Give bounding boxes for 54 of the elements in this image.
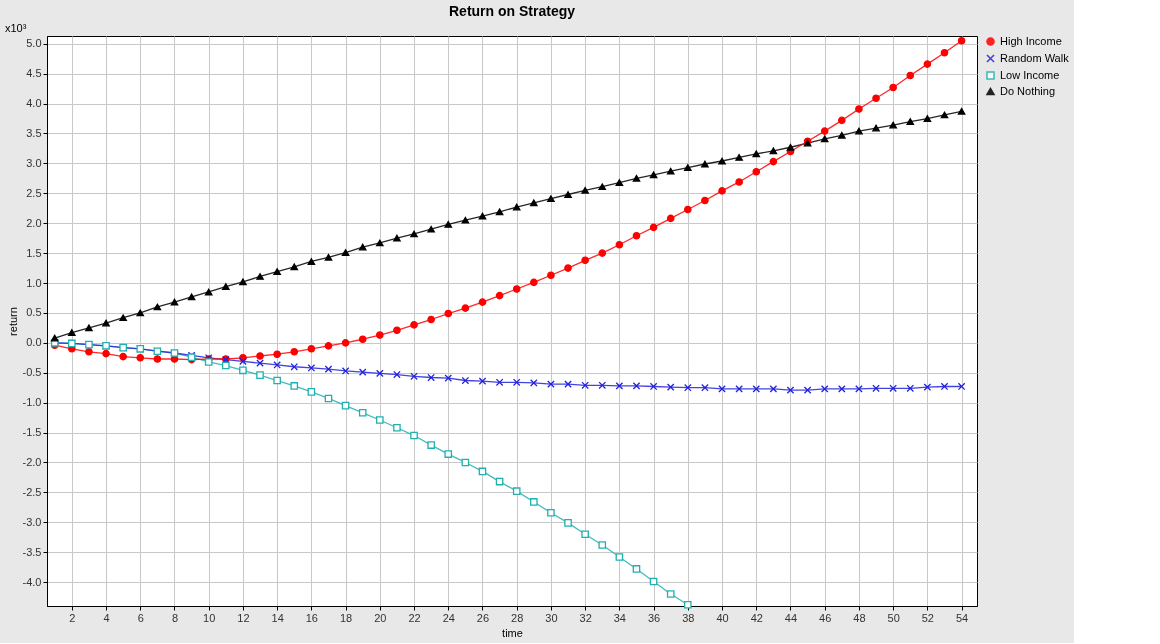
y-tick-label: 3.5 [26, 126, 42, 139]
chart-title: Return on Strategy [448, 3, 576, 19]
x-tick-label: 10 [203, 611, 216, 624]
y-tick-label: -2.5 [22, 485, 42, 498]
y-tick-label: -2.0 [22, 455, 42, 468]
y-tick-label: 0.0 [26, 336, 42, 349]
y-tick-label: 4.0 [26, 97, 42, 110]
x-tick-label: 8 [171, 611, 179, 624]
x-tick-label: 34 [613, 611, 626, 624]
x-tick-label: 4 [103, 611, 110, 624]
y-tick-label: 4.5 [26, 67, 42, 80]
y-tick-label: -0.5 [22, 366, 42, 379]
x-tick-label: 50 [887, 611, 900, 624]
x-tick-label: 36 [647, 611, 661, 624]
y-tick-label: -4.0 [22, 575, 42, 588]
y-tick-label: 2.5 [26, 186, 42, 199]
x-tick-label: 48 [853, 611, 866, 624]
x-tick-label: 46 [819, 611, 832, 624]
y-tick-label: 3.0 [26, 156, 42, 169]
x-tick-label: 26 [476, 611, 490, 624]
y-axis-title: return [6, 307, 19, 336]
x-tick-label: 52 [921, 611, 934, 624]
x-tick-label: 30 [545, 611, 558, 624]
x-tick-label: 32 [579, 611, 592, 624]
y-tick-label: 2.0 [26, 216, 42, 229]
y-tick-label: -3.0 [22, 515, 42, 528]
y-tick-label: -1.5 [22, 426, 42, 439]
y-tick-label: 0.5 [26, 306, 42, 319]
x-tick-label: 14 [271, 611, 284, 624]
x-axis-title: time [502, 626, 523, 639]
x-tick-label: 42 [750, 611, 763, 624]
x-tick-label: 12 [237, 611, 250, 624]
y-tick-label: -1.0 [22, 396, 42, 409]
y-tick-label: 1.5 [26, 246, 42, 259]
x-tick-label: 22 [408, 611, 421, 624]
x-tick-label: 28 [511, 611, 524, 624]
x-tick-label: 6 [137, 611, 144, 624]
legend-label: Random Walk [1000, 51, 1070, 64]
x-tick-label: 24 [442, 611, 455, 624]
x-tick-label: 44 [784, 611, 798, 624]
x-tick-label: 54 [955, 611, 969, 624]
x-tick-label: 16 [305, 611, 318, 624]
x-tick-label: 20 [374, 611, 387, 624]
x-tick-label: 40 [716, 611, 729, 624]
x-tick-label: 38 [682, 611, 695, 624]
y-tick-label: 1.0 [26, 276, 42, 289]
legend-label: Low Income [1000, 68, 1060, 81]
y-tick-label: 5.0 [26, 37, 42, 50]
text: x10³ [5, 22, 27, 34]
legend-label: Do Nothing [1000, 84, 1056, 97]
x-tick-label: 18 [339, 611, 353, 624]
x-tick-label: 2 [69, 611, 76, 624]
legend-label: High Income [1000, 34, 1062, 47]
y-tick-label: -3.5 [22, 545, 42, 558]
